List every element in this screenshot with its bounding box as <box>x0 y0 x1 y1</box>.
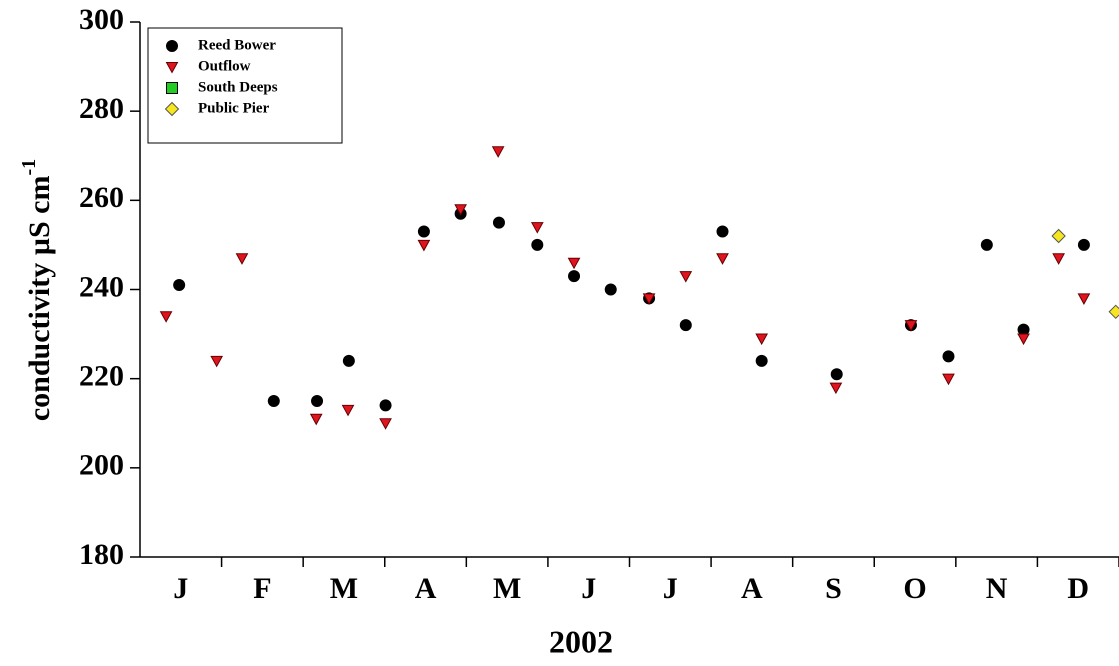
x-tick-label: J <box>581 572 596 605</box>
x-tick-label: N <box>986 572 1008 605</box>
point <box>679 319 692 332</box>
y-axis-label: conductivity µS cm-1 <box>18 159 56 421</box>
point <box>1051 228 1066 244</box>
point <box>417 225 430 238</box>
point <box>379 399 392 412</box>
point <box>159 311 173 323</box>
y-tick-label: 220 <box>79 360 124 393</box>
x-tick-label: O <box>903 572 926 605</box>
point <box>1017 323 1030 336</box>
y-axis-label-text: conductivity µS cm <box>23 176 56 422</box>
point <box>491 146 505 158</box>
point <box>311 394 324 407</box>
legend-marker <box>164 101 180 117</box>
point <box>679 271 693 283</box>
point <box>716 225 729 238</box>
x-tick-label: M <box>330 572 358 605</box>
point <box>309 413 323 426</box>
point <box>604 283 617 296</box>
point <box>642 293 656 305</box>
point <box>492 216 505 229</box>
y-tick-label: 260 <box>79 181 124 214</box>
x-tick-label: F <box>253 572 271 605</box>
point <box>567 257 581 270</box>
x-tick-label: M <box>493 572 521 605</box>
point <box>531 238 544 251</box>
point <box>1108 304 1119 319</box>
y-tick-label: 200 <box>79 449 124 482</box>
point <box>830 368 843 381</box>
x-tick-label: J <box>173 572 188 605</box>
point <box>942 373 955 386</box>
legend-label: South Deeps <box>198 79 278 95</box>
point <box>379 418 392 430</box>
legend-box <box>147 27 343 144</box>
legend-marker <box>166 82 178 94</box>
legend-marker <box>166 40 178 52</box>
legend-label: Outflow <box>198 58 251 74</box>
point <box>942 350 955 363</box>
y-tick-label: 280 <box>79 92 124 125</box>
point <box>173 279 186 292</box>
y-tick-label: 240 <box>79 270 124 303</box>
point <box>342 354 355 367</box>
point <box>417 239 431 252</box>
point <box>454 204 467 216</box>
point <box>1052 253 1065 265</box>
point <box>1077 293 1091 305</box>
x-tick-label: A <box>415 572 437 605</box>
point <box>980 238 993 251</box>
point <box>755 333 769 346</box>
point <box>1017 333 1030 346</box>
point <box>568 270 581 283</box>
legend-label: Reed Bower <box>198 37 276 53</box>
point <box>904 320 918 332</box>
point <box>530 222 544 234</box>
x-tick-label: S <box>825 572 842 605</box>
legend-label: Public Pier <box>198 100 270 116</box>
point <box>716 253 729 265</box>
legend-marker <box>165 62 179 74</box>
point <box>1077 238 1090 251</box>
point <box>235 253 249 265</box>
x-tick-label: J <box>663 572 678 605</box>
y-tick-label: 300 <box>79 3 124 36</box>
point <box>755 354 768 367</box>
x-tick-label: D <box>1067 572 1089 605</box>
point <box>267 394 280 407</box>
y-tick-label: 180 <box>79 538 124 571</box>
x-tick-label: A <box>741 572 763 605</box>
y-axis-label-superscript: -1 <box>18 159 40 176</box>
point <box>341 404 355 417</box>
x-axis-label: 2002 <box>549 623 613 659</box>
point <box>210 355 224 368</box>
point <box>829 382 843 395</box>
